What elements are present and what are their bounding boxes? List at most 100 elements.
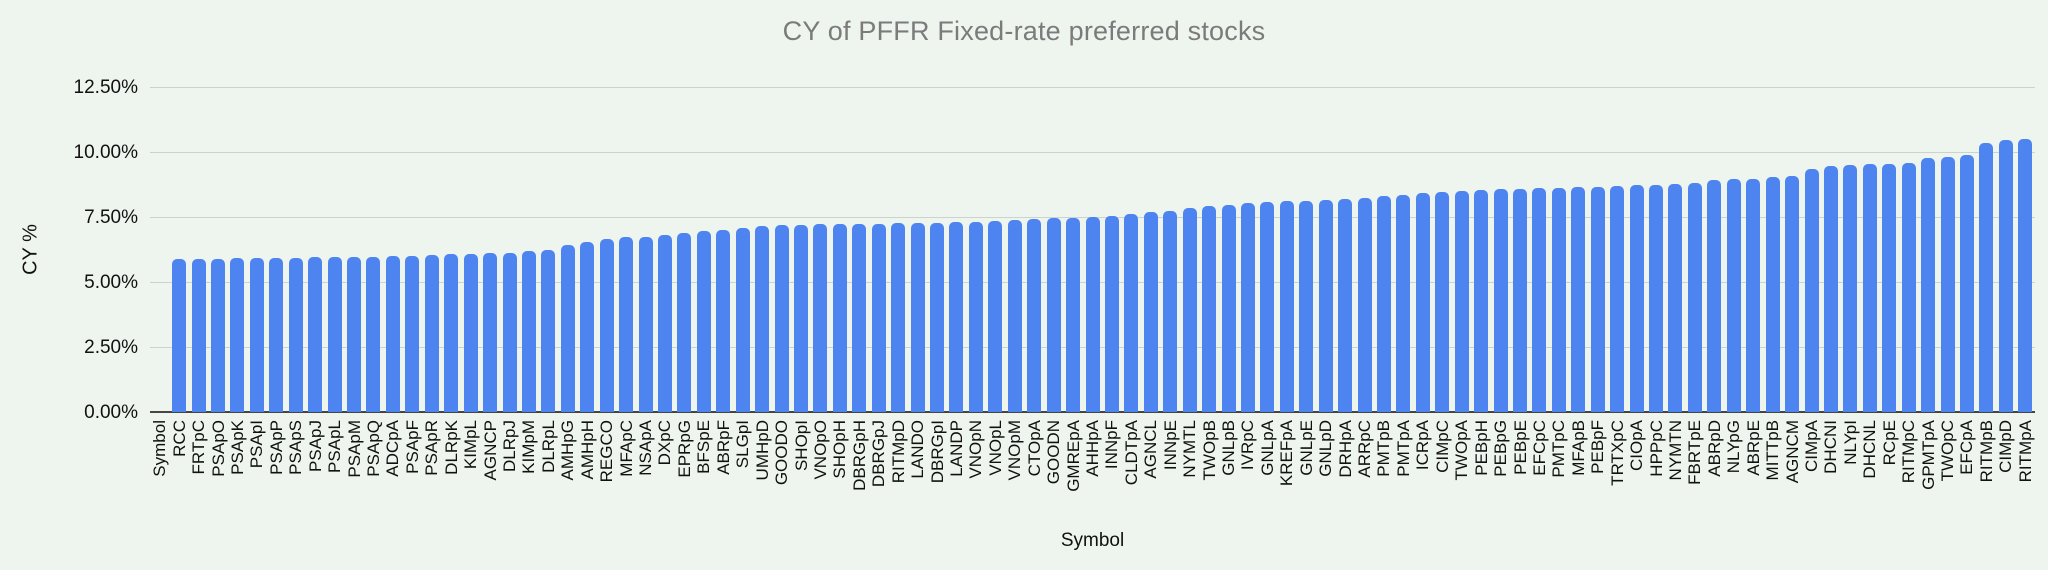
- bar-IVRpC[interactable]: [1240, 203, 1255, 412]
- bar-PSApM[interactable]: [347, 256, 362, 412]
- bar-DHCNL[interactable]: [1862, 164, 1877, 412]
- bar-PSApJ[interactable]: [308, 257, 323, 412]
- bar-PEBpE[interactable]: [1513, 188, 1528, 412]
- bar-RITMpA[interactable]: [2018, 139, 2033, 412]
- bar-TWOpC[interactable]: [1940, 156, 1955, 412]
- bar-RCpE[interactable]: [1882, 163, 1897, 412]
- bar-RCC[interactable]: [172, 259, 187, 412]
- bar-CIMpC[interactable]: [1435, 192, 1450, 412]
- bar-HPPpC[interactable]: [1649, 184, 1664, 412]
- bar-DBRGpJ[interactable]: [871, 223, 886, 412]
- bar-PMTpC[interactable]: [1551, 187, 1566, 412]
- bar-PSApS[interactable]: [288, 257, 303, 412]
- bar-MFApB[interactable]: [1571, 187, 1586, 412]
- bar-CIOpA[interactable]: [1629, 185, 1644, 412]
- bar-NLYpI[interactable]: [1843, 165, 1858, 412]
- bar-DBRGpH[interactable]: [852, 223, 867, 412]
- bar-ABRpD[interactable]: [1707, 179, 1722, 412]
- bar-DLRpL[interactable]: [541, 250, 556, 412]
- bar-NYMTN[interactable]: [1668, 184, 1683, 412]
- bar-DRHpA[interactable]: [1338, 198, 1353, 412]
- bar-GNLpB[interactable]: [1221, 204, 1236, 412]
- bar-NYMTL[interactable]: [1182, 208, 1197, 412]
- bar-AGNCL[interactable]: [1143, 211, 1158, 412]
- bar-CTOpA[interactable]: [1027, 219, 1042, 412]
- bar-PSApQ[interactable]: [366, 256, 381, 412]
- bar-REGCO[interactable]: [599, 239, 614, 412]
- bar-GPMTpA[interactable]: [1921, 157, 1936, 412]
- bar-FBRTpE[interactable]: [1687, 182, 1702, 412]
- bar-EFCpC[interactable]: [1532, 188, 1547, 412]
- bar-PEBpF[interactable]: [1590, 186, 1605, 412]
- bar-AMHpH[interactable]: [580, 241, 595, 412]
- bar-PSApL[interactable]: [327, 257, 342, 412]
- bar-FRTpC[interactable]: [191, 259, 206, 412]
- bar-DHCNI[interactable]: [1823, 166, 1838, 412]
- bar-EFCpA[interactable]: [1959, 154, 1974, 412]
- bar-GOODO[interactable]: [774, 225, 789, 412]
- bar-DLRpJ[interactable]: [502, 252, 517, 412]
- bar-TWOpB[interactable]: [1202, 206, 1217, 412]
- x-tick-label: RCpE: [1879, 420, 1899, 466]
- bar-LANDP[interactable]: [949, 222, 964, 412]
- bar-CLDTpA[interactable]: [1124, 214, 1139, 412]
- bar-GNLpE[interactable]: [1299, 200, 1314, 412]
- bar-AGNCP[interactable]: [483, 253, 498, 412]
- bar-ARRpC[interactable]: [1357, 197, 1372, 412]
- bar-PSApI[interactable]: [249, 258, 264, 412]
- bar-GNLpA[interactable]: [1260, 202, 1275, 412]
- bar-VNOpL[interactable]: [988, 220, 1003, 412]
- bar-VNOpM[interactable]: [1007, 220, 1022, 412]
- bar-INNpF[interactable]: [1104, 215, 1119, 412]
- bar-LANDO[interactable]: [910, 222, 925, 412]
- bar-PSApP[interactable]: [269, 257, 284, 412]
- bar-RITMpB[interactable]: [1979, 142, 1994, 412]
- bar-MITTpB[interactable]: [1765, 176, 1780, 412]
- bar-PMTpA[interactable]: [1396, 195, 1411, 412]
- x-tick-label: TWOpB: [1199, 420, 1219, 481]
- bar-RITMpD[interactable]: [891, 223, 906, 412]
- bar-ABRpF[interactable]: [716, 230, 731, 412]
- bar-RITMpC[interactable]: [1901, 163, 1916, 412]
- bar-ABRpE[interactable]: [1746, 178, 1761, 412]
- bar-DLRpK[interactable]: [444, 254, 459, 412]
- bar-SHOpI[interactable]: [794, 224, 808, 412]
- bar-ADCpA[interactable]: [385, 256, 400, 412]
- bar-UMHpD[interactable]: [755, 226, 770, 412]
- bar-PEBpG[interactable]: [1493, 189, 1508, 412]
- bar-KIMpL[interactable]: [463, 253, 478, 412]
- bar-SLGpI[interactable]: [735, 227, 750, 412]
- bar-PSApR[interactable]: [424, 255, 439, 412]
- bar-CIMpD[interactable]: [1998, 140, 2013, 412]
- bar-MFApC[interactable]: [619, 237, 634, 412]
- bar-GMREpA[interactable]: [1066, 217, 1081, 412]
- bar-GOODN[interactable]: [1046, 218, 1061, 412]
- bar-DXpC[interactable]: [657, 234, 672, 412]
- bar-PEBpH[interactable]: [1474, 190, 1489, 412]
- bar-KIMpM[interactable]: [521, 251, 536, 412]
- bar-INNpE[interactable]: [1163, 210, 1178, 412]
- bar-VNOpN[interactable]: [968, 221, 983, 412]
- bar-PSApF[interactable]: [405, 255, 420, 412]
- bar-AMHpG[interactable]: [560, 245, 575, 412]
- bar-TWOpA[interactable]: [1454, 191, 1469, 412]
- bar-AHHpA[interactable]: [1085, 216, 1100, 412]
- bar-NLYpG[interactable]: [1726, 179, 1741, 412]
- bar-PMTpB[interactable]: [1376, 196, 1391, 412]
- bar-TRTXpC[interactable]: [1610, 186, 1625, 412]
- bar-CIMpA[interactable]: [1804, 168, 1819, 412]
- bar-NSApA[interactable]: [638, 236, 653, 412]
- bar-PSApO[interactable]: [211, 258, 225, 412]
- x-tick-label: ABRpE: [1743, 420, 1763, 476]
- bar-EPRpG[interactable]: [677, 232, 692, 412]
- bar-GNLpD[interactable]: [1318, 200, 1333, 412]
- bar-ICRpA[interactable]: [1415, 193, 1430, 412]
- bar-SHOpH[interactable]: [832, 224, 847, 412]
- bar-PSApK[interactable]: [230, 258, 245, 412]
- bar-VNOpO[interactable]: [813, 224, 828, 412]
- bar-DBRGpI[interactable]: [930, 222, 945, 412]
- bar-AGNCM[interactable]: [1785, 175, 1800, 412]
- bar-KREFpA[interactable]: [1279, 201, 1294, 412]
- bar-BFSpE[interactable]: [696, 231, 711, 412]
- x-tick-label: DBRGpH: [849, 420, 869, 491]
